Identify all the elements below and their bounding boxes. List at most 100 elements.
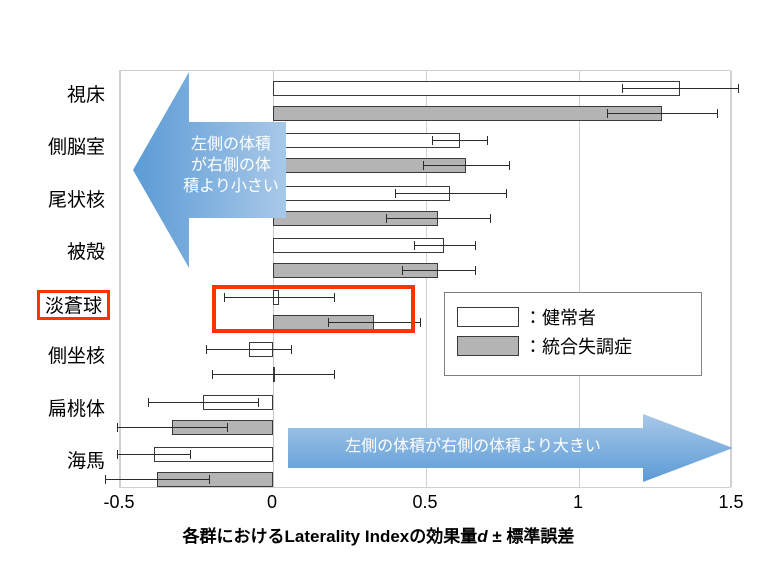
- error-cap-海馬-統合失調症-lo: [104, 474, 106, 484]
- gridline-15: [731, 71, 732, 487]
- error-bar-側坐核-統合失調症: [211, 374, 335, 376]
- x-axis-title-post: ± 標準誤差: [487, 527, 575, 546]
- error-bar-尾状核-健常者: [395, 192, 506, 194]
- error-cap-視床-健常者-lo: [621, 84, 623, 93]
- legend-label-control: ：健常者: [524, 307, 596, 328]
- bar-row-3-0: [120, 237, 730, 253]
- legend-item-patient: ：統合失調症: [457, 331, 689, 360]
- error-bar-淡蒼球-統合失調症: [328, 322, 420, 323]
- bar-row-0-0: [120, 81, 740, 96]
- x-tick-label-2: 0.5: [412, 492, 438, 512]
- bar-row-7-1: [104, 471, 730, 487]
- y-axis-label-0: 視床: [66, 85, 105, 107]
- bar-row-3-1: [120, 262, 730, 278]
- error-cap-側脳室-健常者-hi: [487, 136, 489, 146]
- left-arrow-label: 左側の体積 が右側の体 積より小さい: [183, 136, 279, 195]
- right-arrow-annotation: 左側の体積が右側の体積より大きい: [288, 414, 733, 482]
- error-cap-視床-統合失調症-lo: [606, 109, 608, 118]
- error-bar-淡蒼球-健常者: [224, 297, 335, 298]
- error-cap-尾状核-健常者-lo: [395, 188, 397, 198]
- error-cap-淡蒼球-健常者-lo: [224, 293, 226, 302]
- bar-視床-統合失調症: [273, 106, 662, 121]
- bar-row-6-1: [116, 419, 730, 435]
- gridline-zero: [273, 71, 274, 487]
- y-axis-label-5: 側坐核: [47, 346, 105, 368]
- error-cap-扁桃体-統合失調症-lo: [116, 422, 118, 432]
- error-cap-扁桃体-統合失調症-hi: [227, 422, 229, 432]
- error-cap-尾状核-統合失調症-hi: [490, 213, 492, 223]
- y-axis-labels: 視床側脳室尾状核被殻淡蒼球側坐核扁桃体海馬: [0, 70, 119, 488]
- error-cap-被殻-統合失調症-lo: [401, 265, 403, 275]
- error-cap-扁桃体-健常者-lo: [147, 397, 149, 407]
- gridline-neg05: [120, 71, 121, 487]
- error-cap-尾状核-健常者-hi: [505, 188, 507, 198]
- error-bar-側脳室-健常者: [432, 140, 488, 142]
- error-cap-側脳室-統合失調症-lo: [422, 161, 424, 171]
- error-cap-海馬-統合失調症-hi: [208, 474, 210, 484]
- bar-row-1-0: [120, 133, 730, 149]
- bar-row-6-0: [120, 394, 730, 410]
- error-cap-被殻-統合失調症-hi: [474, 265, 476, 275]
- error-bar-側坐核-健常者: [205, 349, 292, 351]
- legend-swatch-patient: [457, 335, 519, 356]
- error-cap-視床-健常者-hi: [738, 84, 740, 93]
- legend-item-control: ：健常者: [457, 302, 689, 331]
- bar-group-0: [120, 71, 740, 123]
- error-bar-被殻-健常者: [413, 244, 475, 246]
- error-cap-側坐核-健常者-hi: [291, 345, 293, 355]
- error-cap-淡蒼球-統合失調症-lo: [328, 318, 330, 327]
- error-bar-扁桃体-健常者: [147, 401, 258, 403]
- y-axis-label-6: 扁桃体: [47, 398, 105, 420]
- error-cap-淡蒼球-健常者-hi: [334, 293, 336, 302]
- x-axis-title: 各群におけるLaterality Indexの効果量d ± 標準誤差: [0, 522, 757, 547]
- error-cap-扁桃体-健常者-hi: [257, 397, 259, 407]
- gridline-1: [579, 71, 580, 487]
- bar-row-5-1: [120, 367, 730, 383]
- bar-group-2: [120, 176, 730, 228]
- error-cap-側坐核-統合失調症-lo: [211, 370, 213, 380]
- x-axis-ticks: -0.5 0 0.5 1 1.5: [103, 492, 743, 518]
- bar-視床-健常者: [273, 81, 680, 96]
- error-cap-海馬-健常者-hi: [190, 449, 192, 459]
- gridline-05: [426, 71, 427, 487]
- x-tick-label-0: -0.5: [103, 492, 135, 512]
- error-cap-側脳室-統合失調症-hi: [508, 161, 510, 171]
- x-axis-title-italic: d: [477, 527, 488, 546]
- error-bar-被殻-統合失調症: [401, 269, 475, 271]
- error-bar-側脳室-統合失調症: [422, 165, 509, 167]
- error-bar-海馬-健常者: [116, 453, 191, 455]
- right-arrow-label: 左側の体積が右側の体積より大きい: [345, 438, 601, 455]
- bar-row-0-1: [120, 106, 730, 121]
- x-axis-title-pre: 各群におけるLaterality Indexの効果量: [182, 527, 478, 546]
- error-cap-尾状核-統合失調症-lo: [386, 213, 388, 223]
- y-axis-label-4: 淡蒼球: [36, 290, 110, 321]
- error-bar-扁桃体-統合失調症: [116, 426, 228, 428]
- error-cap-被殻-健常者-hi: [474, 240, 476, 250]
- error-bar-視床-統合失調症: [606, 113, 717, 114]
- error-cap-被殻-健常者-lo: [413, 240, 415, 250]
- error-bar-視床-健常者: [621, 88, 739, 89]
- bar-row-5-0: [120, 342, 730, 358]
- y-axis-label-7: 海馬: [66, 450, 105, 472]
- bar-row-4-0: [120, 290, 730, 305]
- error-cap-側坐核-統合失調症-hi: [334, 370, 336, 380]
- y-axis-label-3: 被殻: [66, 241, 105, 263]
- error-cap-海馬-健常者-lo: [116, 449, 118, 459]
- bar-group-5: [120, 332, 730, 384]
- bar-row-1-1: [120, 158, 730, 174]
- x-tick-label-4: 1.5: [718, 492, 744, 512]
- y-axis-label-2: 尾状核: [47, 189, 105, 211]
- x-tick-label-3: 1: [572, 492, 584, 512]
- error-cap-側脳室-健常者-lo: [432, 136, 434, 146]
- bar-group-7: [104, 437, 730, 489]
- legend-label-patient: ：統合失調症: [524, 336, 632, 357]
- error-cap-視床-統合失調症-hi: [716, 109, 718, 118]
- error-cap-淡蒼球-統合失調症-hi: [419, 318, 421, 327]
- left-arrow-annotation: 左側の体積 が右側の体 積より小さい: [133, 72, 286, 268]
- bar-group-1: [120, 123, 730, 175]
- error-bar-尾状核-統合失調症: [386, 217, 491, 219]
- legend-swatch-control: [457, 306, 519, 327]
- y-axis-label-1: 側脳室: [47, 137, 105, 159]
- plot-area: 左側の体積が右側の体積より大きい: [104, 70, 740, 489]
